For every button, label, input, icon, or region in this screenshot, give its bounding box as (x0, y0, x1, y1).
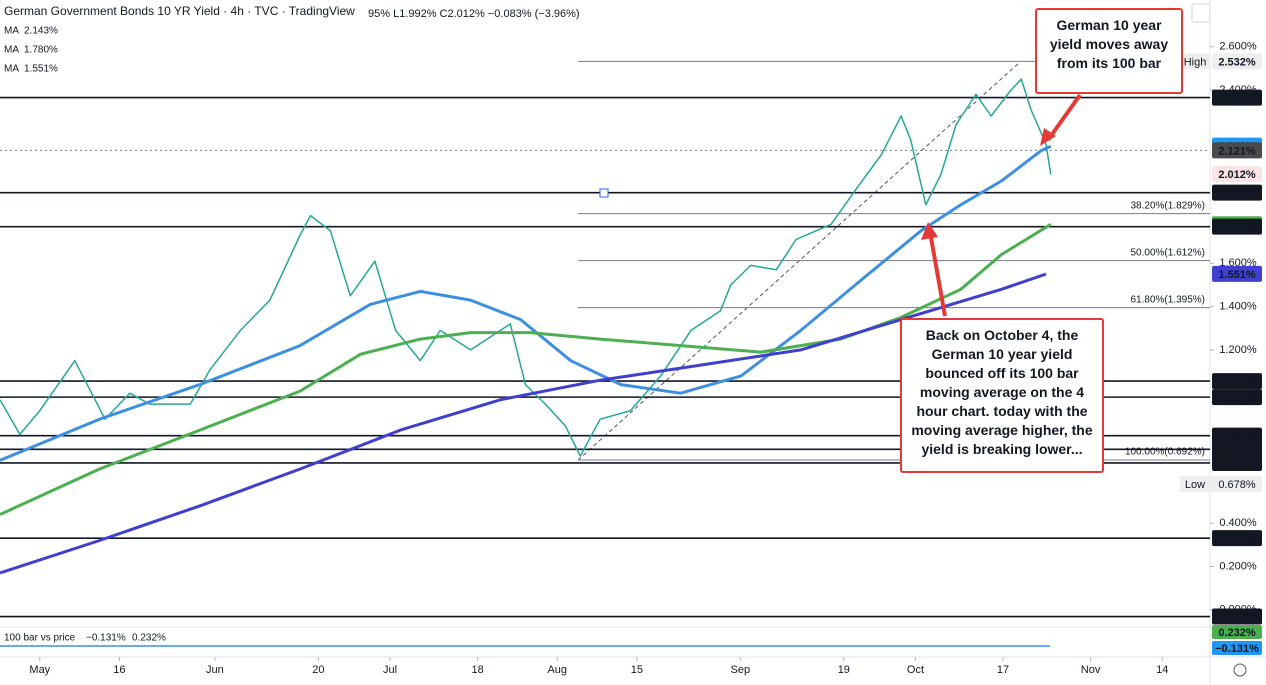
fib-label: 100.00%(0.692%) (1125, 447, 1205, 458)
legend-value: 1.551% (24, 64, 58, 75)
x-tick-label: 15 (631, 664, 643, 676)
fib-label: 38.20%(1.829%) (1131, 200, 1206, 211)
x-tick-label: 19 (838, 664, 850, 676)
x-tick-label: Oct (907, 664, 924, 676)
header-title: German Government Bonds 10 YR Yield · 4h… (4, 4, 355, 18)
fib-label: 61.80%(1.395%) (1131, 294, 1206, 305)
price-badge (1212, 427, 1262, 444)
price-badge-label: 1.769% (1218, 222, 1256, 234)
pane-value: −0.131% (86, 633, 126, 644)
price-badge (1212, 608, 1262, 625)
fib-label: 50.00%(1.612%) (1131, 247, 1206, 258)
pane-value: 0.232% (132, 633, 166, 644)
annotation: German 10 year yield moves away from its… (1035, 8, 1183, 94)
x-tick-label: Nov (1081, 664, 1101, 676)
pane-badge-label: −0.131% (1215, 643, 1259, 655)
x-tick-label: 16 (113, 664, 125, 676)
y-tick-label: 0.400% (1219, 517, 1257, 529)
y-tick-label: 1.200% (1219, 344, 1257, 356)
price-badge (1212, 441, 1262, 458)
x-tick-label: Jun (206, 664, 224, 676)
arrow-head (921, 222, 938, 240)
drawing-handle (599, 188, 609, 198)
low-badge-tag: Low (1185, 479, 1205, 491)
legend-value: 1.780% (24, 45, 58, 56)
pane-badge-label: 0.232% (1218, 627, 1256, 639)
arrow (928, 231, 947, 317)
price-badge-tag (1180, 53, 1210, 70)
price-badge (1212, 89, 1262, 106)
price-badge-label: 2.121% (1218, 145, 1256, 157)
price-badge (1212, 389, 1262, 406)
settings-button[interactable] (1191, 3, 1211, 23)
price-badge-label: 0.982% (1218, 392, 1256, 404)
price-badge-label: 2.532% (1218, 56, 1256, 68)
x-tick-label: Jul (383, 664, 397, 676)
price-badge (1212, 53, 1262, 70)
y-tick-label: 1.400% (1219, 300, 1257, 312)
price-badge (1212, 265, 1262, 282)
legend-label: MA (4, 45, 19, 56)
x-tick-label: May (29, 664, 50, 676)
price-badge-label: 1.056% (1218, 376, 1256, 388)
price-line (0, 78, 1052, 457)
settings-icon[interactable] (1233, 663, 1247, 677)
moving-average (0, 144, 1052, 462)
price-badge (1212, 218, 1262, 235)
price-badge-label: −0.031% (1215, 611, 1259, 623)
annotation: Back on October 4, the German 10 year yi… (900, 318, 1104, 473)
price-badge-label: 1.551% (1218, 269, 1256, 281)
x-tick-label: 20 (312, 664, 324, 676)
price-badge (1212, 530, 1262, 547)
legend-label: MA (4, 26, 19, 37)
price-badge-label: 0.678% (1218, 458, 1256, 470)
pane-badge (1212, 625, 1262, 639)
header-ohlc: 95% L1.992% C2.012% −0.083% (−3.96%) (368, 8, 580, 20)
price-badge-label: 1.926% (1218, 188, 1256, 200)
x-tick-label: 14 (1156, 664, 1168, 676)
x-tick-label: Sep (731, 664, 751, 676)
pane-badge (1212, 641, 1262, 655)
low-badge-label: 0.678% (1218, 479, 1256, 491)
y-tick-label: 0.200% (1219, 560, 1257, 572)
price-badge (1212, 373, 1262, 390)
price-badge-tag-label: High (1184, 56, 1207, 68)
x-tick-label: 17 (997, 664, 1009, 676)
price-badge-label: 0.804% (1218, 431, 1256, 443)
price-badge (1212, 454, 1262, 471)
arrow (1046, 93, 1082, 142)
low-badge (1180, 476, 1262, 492)
moving-average (0, 272, 1047, 575)
price-badge-label: 2.012% (1218, 169, 1256, 181)
legend-value: 2.143% (24, 26, 58, 37)
price-badge-label: 0.741% (1218, 444, 1256, 456)
price-badge (1212, 184, 1262, 201)
pane-title: 100 bar vs price (4, 633, 76, 644)
price-badge (1212, 142, 1262, 159)
moving-average (0, 223, 1052, 516)
legend-label: MA (4, 64, 19, 75)
price-badge-label: 2.365% (1218, 92, 1256, 104)
arrow-head (1040, 128, 1056, 146)
x-tick-label: 18 (472, 664, 484, 676)
y-tick-label: 2.600% (1219, 41, 1257, 53)
x-tick-label: Aug (547, 664, 567, 676)
price-badge-label: 0.331% (1218, 533, 1256, 545)
price-badge (1212, 166, 1262, 183)
